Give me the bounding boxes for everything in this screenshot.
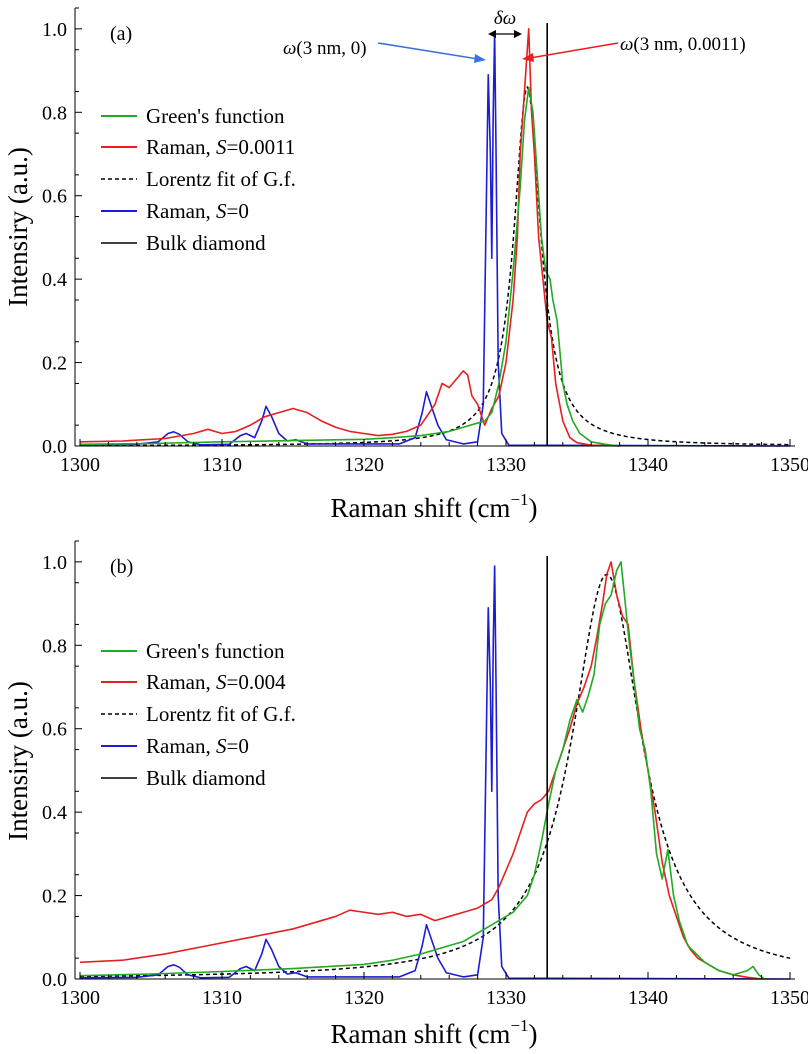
series-lorentz-fit — [79, 573, 791, 978]
panel-b: 1300 1310 1320 1330 1340 1350 0.0 0.2 0.4 0.6 0.8 1… — [3, 540, 808, 1049]
y-tick-label: 1.0 — [42, 552, 67, 574]
x-tick-label: 1340 — [628, 454, 668, 476]
x-tick-label: 1320 — [344, 987, 384, 1009]
legend-label-greens-function: Green's function — [146, 639, 285, 663]
x-tick-label: 1350 — [770, 987, 808, 1009]
legend-label-greens-function: Green's function — [146, 104, 285, 128]
series-green-s-function — [79, 561, 765, 980]
y-tick-label: 0.2 — [42, 353, 67, 375]
panel-a-annotations: ω(3 nm, 0) ω(3 nm, 0.0011) δω — [283, 8, 746, 63]
annotation-omega-s: ω(3 nm, 0.0011) — [620, 34, 746, 55]
series-raman-s-0 — [79, 565, 791, 980]
annotation-delta-arrowhead-right — [514, 30, 522, 38]
annotation-arrowhead-s0 — [474, 54, 486, 63]
annotation-arrow-s — [529, 42, 619, 59]
x-tick-label: 1310 — [202, 987, 242, 1009]
y-tick-label: 0.6 — [42, 719, 67, 741]
x-tick-label: 1300 — [60, 454, 100, 476]
annotation-delta-omega: δω — [494, 8, 516, 29]
y-tick-label: 0.4 — [42, 269, 67, 291]
legend-label-raman-s: Raman, S=0.0011 — [146, 135, 295, 159]
y-tick-label: 0.6 — [42, 186, 67, 208]
series-green-s-function — [79, 86, 620, 447]
legend-label-bulk-diamond: Bulk diamond — [146, 231, 266, 255]
series-raman-s-0 — [79, 32, 791, 447]
panel-b-y-axis-title: Intensiry (a.u.) — [3, 681, 33, 841]
x-tick-label: 1310 — [202, 454, 242, 476]
y-tick-label: 0.8 — [42, 102, 67, 124]
y-tick-label: 0.8 — [42, 635, 67, 657]
panel-a-legend: Green's function Raman, S=0.0011 Lorentz… — [101, 104, 296, 255]
x-tick-label: 1340 — [628, 987, 668, 1009]
x-tick-label: 1350 — [770, 454, 808, 476]
legend-label-raman-s: Raman, S=0.004 — [146, 670, 286, 694]
panel-b-series — [79, 561, 791, 980]
legend-label-raman-s0: Raman, S=0 — [146, 199, 249, 223]
panel-a: 1300 1310 1320 1330 1340 1350 0.0 0.2 0.4 0.6 0.8 1… — [3, 7, 808, 523]
y-tick-label: 0.0 — [42, 969, 67, 991]
panel-a-ticks: 1300 1310 1320 1330 1340 1350 0.0 0.2 0.4 0.6 0.8 1… — [42, 7, 808, 476]
y-tick-label: 0.2 — [42, 886, 67, 908]
legend-label-lorentz-fit: Lorentz fit of G.f. — [146, 167, 296, 191]
panel-a-y-axis-title: Intensiry (a.u.) — [3, 147, 33, 307]
panel-a-x-axis-title: Raman shift (cm−1) — [330, 490, 537, 523]
legend-label-lorentz-fit: Lorentz fit of G.f. — [146, 702, 296, 726]
x-tick-label: 1300 — [60, 987, 100, 1009]
series-raman-s-0-0011 — [79, 28, 620, 447]
panel-b-legend: Green's function Raman, S=0.004 Lorentz … — [101, 639, 296, 790]
x-tick-label: 1330 — [486, 454, 526, 476]
legend-label-bulk-diamond: Bulk diamond — [146, 766, 266, 790]
annotation-arrow-s0 — [377, 42, 479, 60]
legend-label-raman-s0: Raman, S=0 — [146, 734, 249, 758]
y-tick-label: 0.0 — [42, 436, 67, 458]
y-tick-label: 1.0 — [42, 19, 67, 41]
annotation-delta-arrowhead-left — [488, 30, 496, 38]
panel-b-ticks: 1300 1310 1320 1330 1340 1350 0.0 0.2 0.4 0.6 0.8 1… — [42, 540, 808, 1009]
x-tick-label: 1330 — [486, 987, 526, 1009]
y-tick-label: 0.4 — [42, 802, 67, 824]
panel-b-x-axis-title: Raman shift (cm−1) — [330, 1016, 537, 1049]
panel-a-series — [79, 28, 791, 447]
panel-a-label: (a) — [110, 23, 132, 45]
annotation-arrowhead-s — [522, 53, 534, 62]
x-tick-label: 1320 — [344, 454, 384, 476]
annotation-omega-s0: ω(3 nm, 0) — [283, 38, 367, 59]
panel-b-label: (b) — [110, 556, 133, 578]
